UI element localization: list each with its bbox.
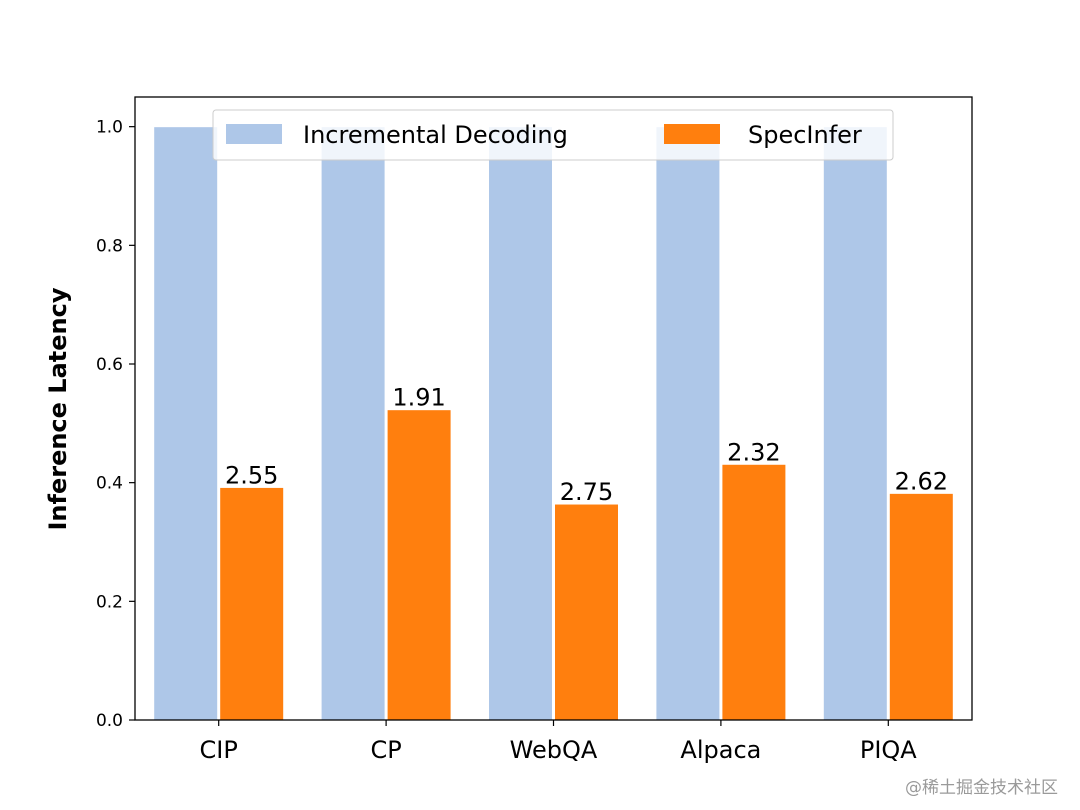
- x-tick-label-alpaca: Alpaca: [680, 736, 761, 764]
- axes-layer: CIP CP WebQA Alpaca PIQA 0.0 0.2 0.4 0.6 0.8 1.0: [96, 96, 973, 764]
- legend-box: [212, 109, 894, 161]
- y-tick-label: 0.4: [96, 474, 123, 494]
- y-tick-label: 0.0: [96, 711, 123, 731]
- y-axis-title: Inference Latency: [44, 287, 72, 530]
- bar-specinfer-cip: [219, 486, 285, 721]
- y-tick-label: 0.8: [96, 236, 123, 256]
- bar-specinfer-cp: [386, 409, 452, 721]
- bar-incremental-decoding-cp: [320, 126, 386, 721]
- watermark-text: @稀土掘金技术社区: [905, 778, 1058, 798]
- bars-layer: [153, 126, 954, 721]
- data-label-specinfer-cip: 2.55: [225, 461, 278, 489]
- bar-specinfer-webqa: [554, 503, 619, 721]
- legend-label-specinfer: SpecInfer: [748, 121, 862, 149]
- bar-specinfer-alpaca: [721, 463, 787, 721]
- x-tick-label-webqa: WebQA: [510, 736, 598, 764]
- y-tick-label: 0.2: [96, 592, 123, 612]
- data-labels-layer: 2.55 1.91 2.75 2.32 2.62: [225, 384, 948, 506]
- bar-incremental-decoding-piqa: [822, 126, 888, 721]
- bar-incremental-decoding-alpaca: [655, 126, 721, 721]
- plot-frame: [134, 96, 973, 721]
- bar-incremental-decoding-cip: [153, 126, 219, 721]
- x-tick-label-piqa: PIQA: [860, 736, 917, 764]
- legend-label-incremental-decoding: Incremental Decoding: [303, 121, 568, 149]
- y-tick-label: 1.0: [96, 118, 123, 138]
- legend-swatch-incremental-decoding: [226, 124, 282, 144]
- data-label-specinfer-piqa: 2.62: [895, 467, 948, 495]
- x-tick-label-cip: CIP: [200, 736, 238, 764]
- data-label-specinfer-webqa: 2.75: [560, 478, 613, 506]
- legend: Incremental Decoding SpecInfer: [212, 109, 894, 161]
- bar-incremental-decoding-webqa: [488, 126, 553, 721]
- y-tick-label: 0.6: [96, 355, 123, 375]
- data-label-specinfer-alpaca: 2.32: [727, 438, 780, 466]
- data-label-specinfer-cp: 1.91: [392, 384, 445, 412]
- bar-specinfer-piqa: [888, 492, 954, 721]
- x-tick-label-cp: CP: [370, 736, 401, 764]
- legend-swatch-specinfer: [664, 124, 720, 144]
